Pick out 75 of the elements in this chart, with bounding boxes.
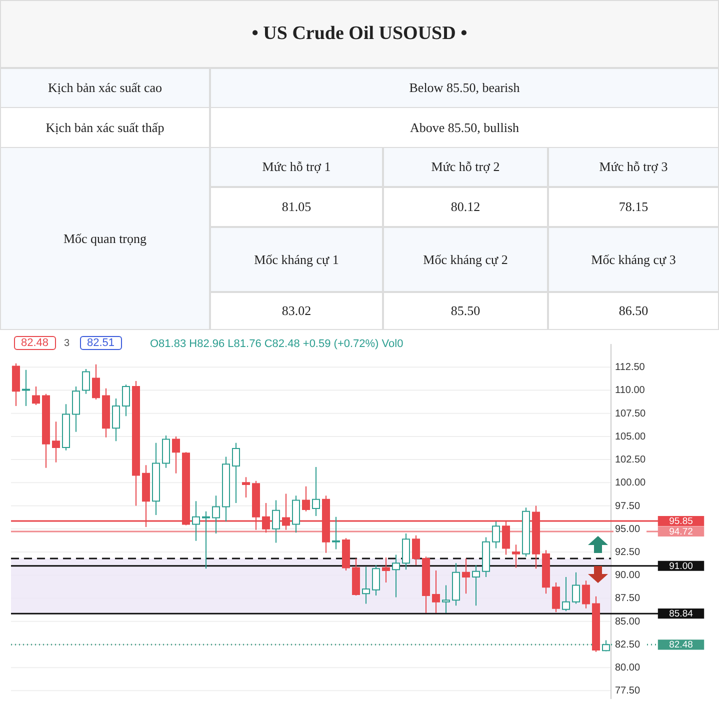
y-tick-label: 105.00	[615, 431, 646, 442]
y-tick-label: 110.00	[615, 385, 646, 396]
text: 86.50	[548, 292, 719, 330]
candlestick	[52, 421, 60, 463]
candlestick	[212, 495, 220, 534]
candlestick	[312, 466, 320, 516]
annotation: 82.48	[14, 336, 56, 350]
candlestick	[242, 476, 250, 498]
candlestick	[412, 534, 420, 566]
ref-line-label: 95.85	[669, 516, 693, 528]
y-tick-label: 97.50	[615, 500, 640, 512]
text: 83.02	[210, 292, 383, 330]
candlestick	[72, 386, 80, 432]
annotation: 82.51	[80, 336, 122, 350]
text: Mốc kháng cự 1	[210, 227, 383, 292]
ref-line-label: 94.72	[669, 526, 693, 538]
candlestick	[32, 386, 40, 406]
y-tick-label: 112.50	[615, 362, 646, 374]
y-tick-label: 100.00	[615, 478, 646, 489]
candlestick	[572, 572, 580, 604]
candlestick	[192, 500, 200, 542]
text: Mức hỗ trợ 1	[210, 147, 383, 187]
text: Mốc quan trọng	[0, 147, 210, 330]
ref-line-label: 82.48	[669, 640, 693, 651]
text: 81.05	[210, 187, 383, 227]
annotation: 3	[64, 338, 70, 349]
candlestick	[582, 580, 590, 609]
text: Kịch bản xác suất cao	[0, 68, 210, 108]
annotation: O81.83 H82.96 L81.76 C82.48 +0.59 (+0.72%) Vol0	[150, 338, 404, 350]
candlestick	[472, 564, 480, 606]
candlestick	[392, 554, 400, 598]
text: Mức hỗ trợ 2	[383, 147, 548, 187]
ref-line-label: 85.84	[669, 608, 693, 620]
candlestick	[432, 570, 440, 614]
y-tick-label: 107.50	[615, 408, 646, 420]
y-tick-label: 95.00	[615, 524, 640, 535]
candlestick	[462, 558, 470, 594]
text: Kịch bản xác suất thấp	[0, 107, 210, 148]
candlestick	[562, 576, 570, 612]
candlestick	[302, 486, 310, 512]
text: 80.12	[383, 187, 548, 227]
candlestick	[172, 436, 180, 474]
text: • US Crude Oil USOUSD •	[0, 0, 719, 68]
text: Mốc kháng cự 3	[548, 227, 719, 292]
y-tick-label: 102.50	[615, 454, 646, 466]
candlestick	[202, 510, 210, 570]
text: Above 85.50, bullish	[210, 107, 719, 148]
y-tick-label: 77.50	[615, 686, 640, 697]
candlestick	[112, 398, 120, 442]
candlestick	[272, 500, 280, 544]
candlestick	[362, 566, 370, 604]
candlestick	[552, 582, 560, 613]
y-tick-label: 90.00	[615, 570, 640, 582]
candlestick	[232, 442, 240, 504]
y-tick-label: 82.50	[615, 639, 640, 650]
y-tick-label: 92.50	[615, 547, 640, 558]
candlestick	[382, 557, 390, 584]
candlestick	[492, 521, 500, 549]
candlestick	[332, 516, 340, 550]
candlestick	[512, 544, 520, 568]
text: Mốc kháng cự 2	[383, 227, 548, 292]
candlestick	[442, 584, 450, 614]
text: 85.50	[383, 292, 548, 330]
ref-line-label: 91.00	[669, 560, 693, 572]
candlestick	[92, 364, 100, 400]
candlestick	[602, 640, 610, 652]
candlestick	[372, 564, 380, 596]
text: 78.15	[548, 187, 719, 227]
candlestick	[122, 384, 130, 417]
y-tick-label: 85.00	[615, 616, 640, 628]
candlestick	[82, 368, 90, 394]
text: Below 85.50, bearish	[210, 68, 719, 108]
y-tick-label: 80.00	[615, 662, 640, 674]
y-tick-label: 87.50	[615, 593, 640, 604]
text: Mức hỗ trợ 3	[548, 147, 719, 187]
